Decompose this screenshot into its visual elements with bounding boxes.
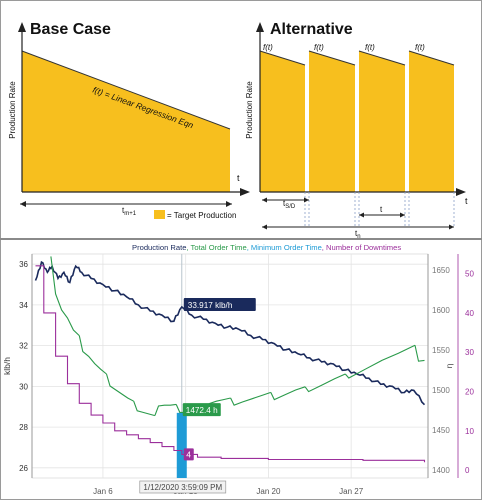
right-outer-tick-label: 10 — [465, 427, 474, 436]
legend-swatch — [154, 210, 165, 219]
tooltip-layer: 33.917 klb/h 1472.4 h 4 1/12/2020 3:59:09 P… — [139, 297, 256, 494]
right-inner-tick-label: 1500 — [432, 386, 450, 395]
total-order-tooltip-box — [182, 403, 221, 417]
production-tooltip-box — [183, 297, 256, 311]
right-inner-tick-label: 1550 — [432, 346, 450, 355]
segment-1-slope — [259, 50, 306, 66]
total-order-time-segment — [304, 373, 346, 393]
series-layer — [34, 254, 426, 478]
regression-line — [21, 50, 231, 130]
production-segment-1 — [260, 51, 305, 192]
total-order-tooltip-text: 1472.4 h — [186, 406, 218, 415]
total-order-time-segment — [154, 403, 177, 416]
right-outer-axis-label: η — [444, 363, 454, 368]
legend-entry[interactable]: , Number of Downtimes — [322, 243, 402, 252]
downtimes-series — [35, 265, 426, 463]
right-outer-tick-label: 0 — [465, 466, 470, 475]
left-tick-label: 36 — [19, 260, 28, 269]
segment-2-slope — [308, 50, 356, 66]
x-tick-label: Jan 27 — [339, 487, 364, 496]
legend-entry[interactable]: , Minimum Order Time — [247, 243, 322, 252]
base-case-diagram: Base Case t Production Rate f(t) = Linea… — [8, 21, 250, 220]
right-inner-tick-label: 1600 — [432, 306, 450, 315]
total-order-time-segment — [230, 391, 271, 406]
right-outer-tick-label: 50 — [465, 270, 474, 279]
right-inner-tick-label: 1450 — [432, 426, 450, 435]
segment-1-label: f(t) — [263, 43, 273, 52]
total-order-time-segment — [50, 256, 80, 336]
shutdown-arrow-left — [262, 197, 267, 203]
legend-text: Production Rate, Total Order Time, Minim… — [132, 243, 401, 252]
date-tooltip-box — [139, 480, 227, 494]
production-chart: 26 28 30 32 34 36 klb/h 1400 1450 1500 1550 1600 165… — [2, 243, 474, 496]
downtimes-tooltip-text: 4 — [186, 449, 191, 459]
base-x-label: t — [237, 173, 240, 183]
base-x-axis-arrow — [240, 188, 250, 196]
segment-4-label: f(t) — [415, 43, 425, 52]
left-tick-label: 32 — [19, 342, 28, 351]
downtimes-tooltip-box — [183, 448, 194, 461]
production-diagrams: Base Case t Production Rate f(t) = Linea… — [8, 21, 468, 238]
base-y-label: Production Rate — [8, 81, 17, 139]
cycle-arrow-left — [359, 212, 364, 218]
segment-4-slope — [408, 50, 455, 66]
alternative-title: Alternative — [270, 21, 353, 38]
shutdown-label: tS/D — [283, 199, 296, 210]
production-segment-3 — [359, 51, 405, 192]
total-order-time-segment — [133, 401, 156, 417]
alt-x-axis-arrow — [456, 188, 466, 196]
shutdown-arrow-right — [304, 197, 309, 203]
production-segment-2 — [309, 51, 355, 192]
legend-label: = Target Production — [167, 211, 236, 220]
right-outer-tick-label: 40 — [465, 309, 474, 318]
segment-3-label: f(t) — [365, 43, 375, 52]
right-outer-tick-label: 30 — [465, 348, 474, 357]
left-tick-label: 26 — [19, 464, 28, 473]
total-order-time-segment — [105, 373, 134, 402]
production-rate-series — [34, 260, 426, 406]
total-order-time-segment — [414, 345, 425, 362]
total-order-time-segment — [78, 335, 107, 375]
left-axis-label: klb/h — [2, 357, 12, 375]
base-y-axis-arrow — [18, 22, 26, 32]
base-span-label: tm+1 — [122, 206, 137, 217]
base-span-arrow-left — [20, 201, 26, 207]
base-span-arrow-right — [226, 201, 232, 207]
cycle-label: t — [380, 205, 383, 214]
base-case-title: Base Case — [30, 21, 111, 38]
minimum-order-time-bar — [176, 412, 187, 478]
date-tooltip-text: 1/12/2020 3:59:09 PM — [143, 483, 222, 492]
cycle-arrow-right — [400, 212, 405, 218]
segment-3-slope — [358, 50, 406, 66]
plot-background — [31, 253, 429, 479]
alt-y-label: Production Rate — [245, 81, 254, 139]
total-order-time-segment — [344, 344, 416, 379]
alternative-diagram: Alternative f(t) f(t) f(t) f(t) t Produc… — [245, 21, 468, 238]
right-inner-tick-label: 1400 — [432, 466, 450, 475]
left-tick-label: 30 — [19, 382, 28, 391]
production-segment-4 — [409, 51, 454, 192]
total-arrow-right — [449, 224, 454, 230]
plot-area — [31, 253, 429, 479]
total-arrow-left — [262, 224, 267, 230]
section-divider — [0, 238, 482, 240]
production-tooltip-text: 33.917 klb/h — [188, 301, 233, 310]
target-production-area — [22, 51, 230, 192]
legend-entry[interactable]: , Total Order Time — [186, 243, 246, 252]
left-tick-label: 34 — [19, 301, 28, 310]
right-inner-tick-label: 1650 — [432, 266, 450, 275]
left-tick-label: 28 — [19, 423, 28, 432]
total-label: tn — [355, 229, 361, 238]
x-tick-label: Jan 20 — [256, 487, 281, 496]
segment-2-label: f(t) — [314, 43, 324, 52]
alt-y-axis-arrow — [256, 22, 264, 32]
legend-entry[interactable]: Production Rate — [132, 243, 186, 252]
total-order-time-segment — [270, 386, 306, 401]
right-outer-tick-label: 20 — [465, 388, 474, 397]
chart-legend: Production Rate, Total Order Time, Minim… — [132, 243, 401, 252]
x-tick-label: Jan 6 — [93, 487, 113, 496]
alt-x-label: t — [465, 196, 468, 206]
